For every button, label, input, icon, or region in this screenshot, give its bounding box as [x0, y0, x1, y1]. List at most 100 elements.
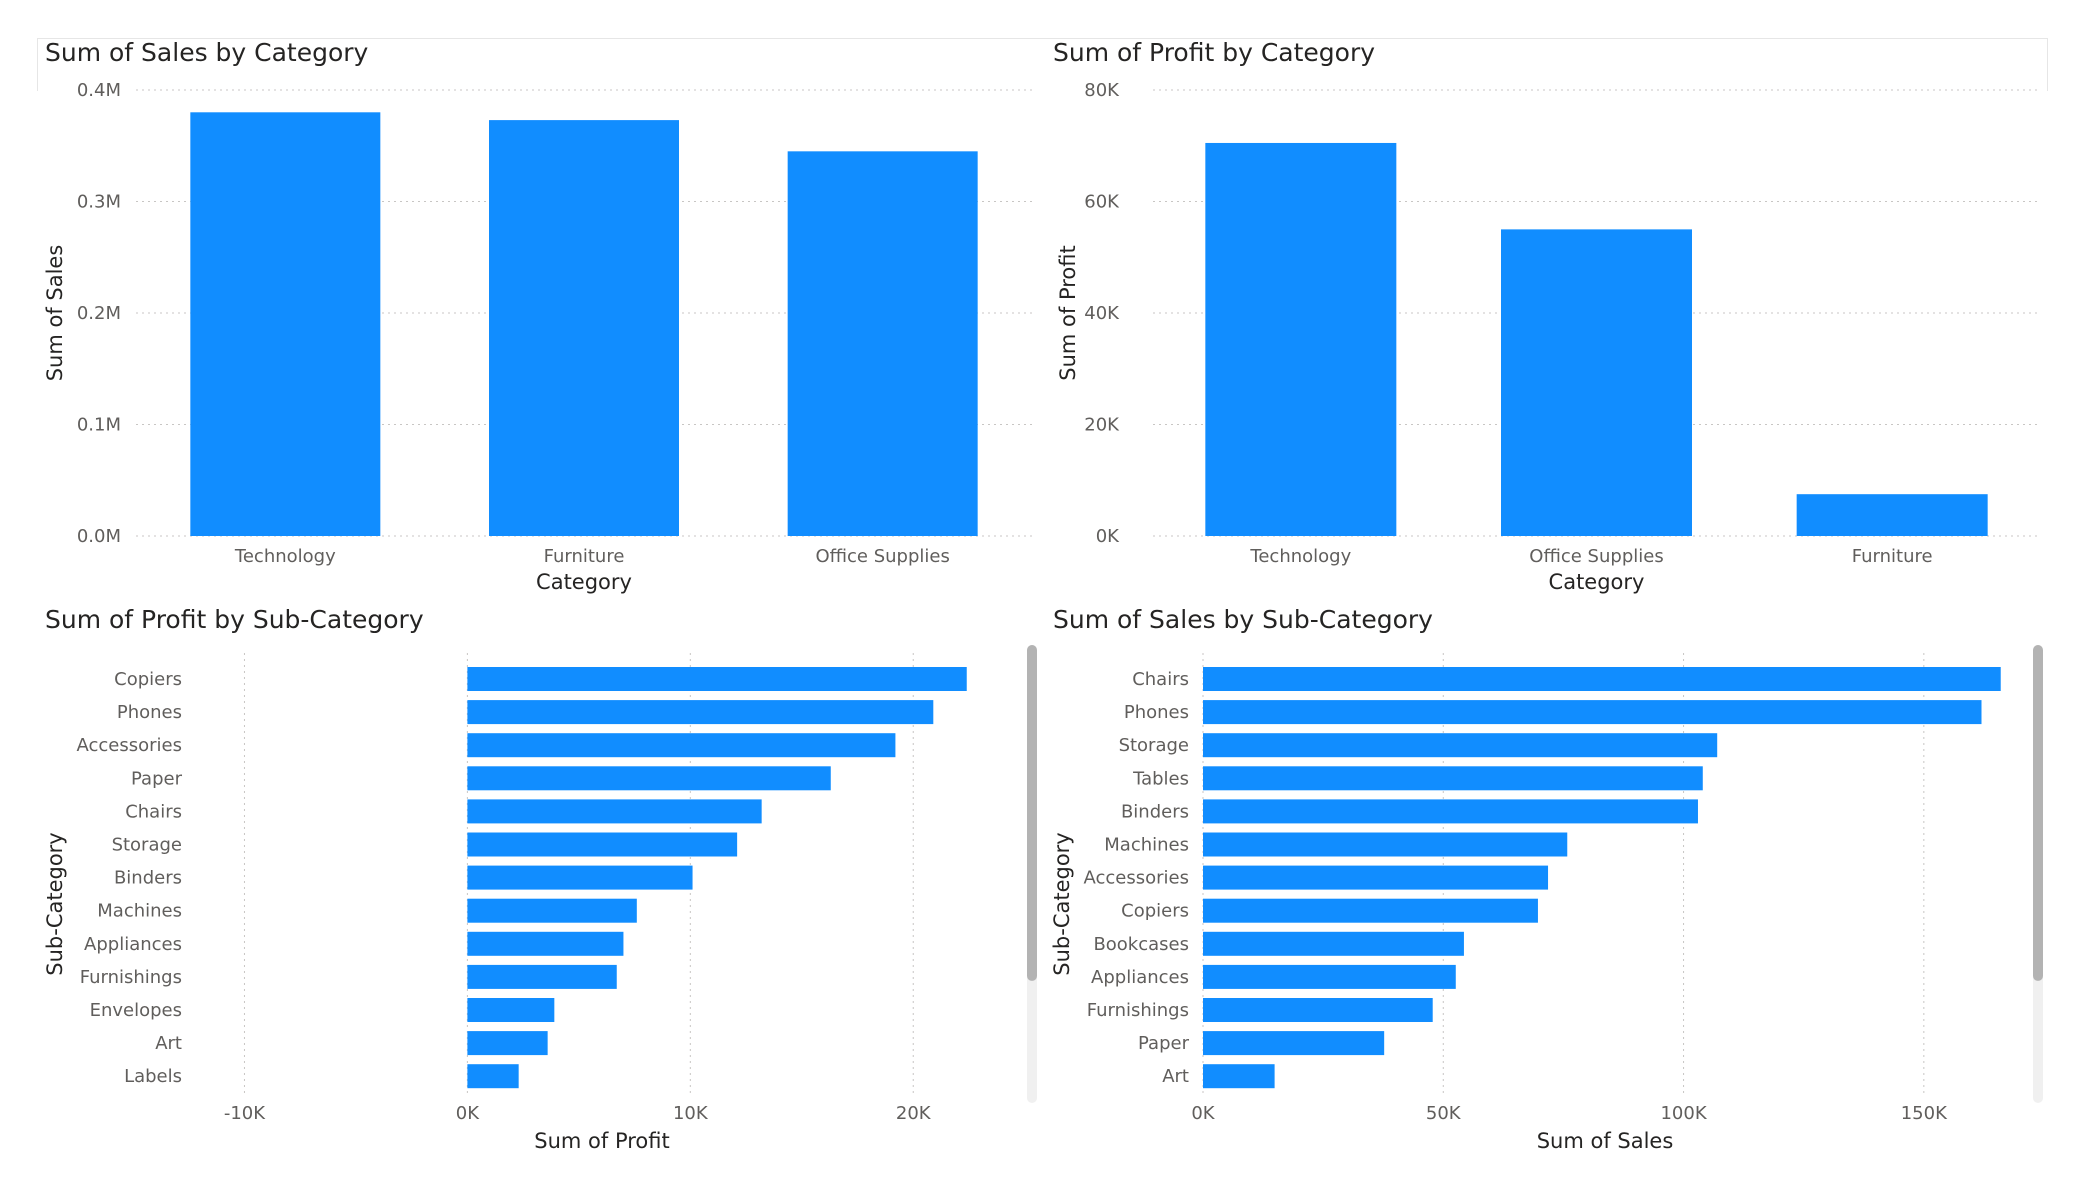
- bar[interactable]: [489, 120, 679, 536]
- category-label: Chairs: [1132, 669, 1189, 690]
- category-label: Binders: [1121, 801, 1189, 822]
- x-axis-title: Sum of Profit: [534, 1129, 669, 1153]
- y-tick-label: 0.0M: [77, 526, 121, 547]
- chart-title: Sum of Sales by Category: [45, 38, 369, 67]
- bar[interactable]: [467, 733, 896, 758]
- chart-title: Sum of Sales by Sub-Category: [1053, 605, 1433, 634]
- category-label: Binders: [114, 868, 182, 889]
- x-tick-label: Office Supplies: [1529, 546, 1663, 567]
- x-tick-label: 0K: [456, 1103, 480, 1124]
- bar[interactable]: [1205, 142, 1397, 536]
- category-label: Envelopes: [90, 1000, 182, 1021]
- bar[interactable]: [467, 998, 555, 1022]
- category-label: Machines: [97, 901, 182, 922]
- bar[interactable]: [467, 964, 617, 989]
- bar[interactable]: [1203, 766, 1703, 791]
- y-tick-label: 0K: [1096, 526, 1120, 547]
- y-tick-label: 0.3M: [77, 192, 121, 213]
- x-tick-label: Furniture: [1852, 546, 1933, 567]
- category-label: Accessories: [77, 735, 183, 756]
- y-tick-label: 40K: [1084, 303, 1120, 324]
- panel-border-top-right: [1050, 38, 2048, 39]
- bar[interactable]: [1203, 1064, 1275, 1089]
- profit-by-subcategory-plot: -10K 0K 10K 20K Copiers Phones Accessories Pape…: [43, 645, 1037, 1153]
- bar[interactable]: [787, 151, 978, 536]
- bar[interactable]: [1203, 931, 1464, 956]
- x-tick-label: Furniture: [544, 546, 625, 567]
- y-tick-label: 0.1M: [77, 415, 121, 436]
- bar[interactable]: [1203, 898, 1538, 923]
- bar[interactable]: [1203, 700, 1982, 725]
- category-label: Machines: [1104, 835, 1189, 856]
- y-axis-title: Sum of Profit: [1056, 245, 1080, 380]
- category-label: Appliances: [1091, 967, 1189, 988]
- bar[interactable]: [1203, 964, 1456, 989]
- x-tick-label: 150K: [1901, 1103, 1948, 1124]
- scrollbar-thumb[interactable]: [1027, 645, 1037, 981]
- sales-by-category-plot: 0.0M 0.1M 0.2M 0.3M 0.4M Technology Furniture O…: [43, 80, 1032, 594]
- bar[interactable]: [467, 799, 762, 824]
- profit-by-subcategory-chart[interactable]: Sum of Profit by Sub-Category -10K 0K 10K 2…: [37, 605, 1037, 1165]
- profit-by-category-chart[interactable]: Sum of Profit by Category 0K 20K 40K 60K 80K…: [1045, 38, 2048, 598]
- category-label: Art: [155, 1033, 182, 1054]
- category-label: Chairs: [125, 801, 182, 822]
- bar[interactable]: [467, 1064, 519, 1089]
- bar[interactable]: [1203, 799, 1698, 824]
- y-axis-title: Sum of Sales: [43, 245, 67, 382]
- bar[interactable]: [190, 112, 381, 537]
- category-label: Paper: [131, 768, 183, 789]
- x-axis-title: Category: [536, 570, 632, 594]
- x-tick-label: 10K: [673, 1103, 709, 1124]
- panel-border-right: [2047, 38, 2048, 91]
- bar[interactable]: [467, 931, 624, 956]
- bar[interactable]: [467, 898, 637, 923]
- y-tick-label: 0.2M: [77, 303, 121, 324]
- category-label: Art: [1162, 1066, 1189, 1087]
- bar[interactable]: [467, 1031, 548, 1056]
- chart-title: Sum of Profit by Category: [1053, 38, 1376, 67]
- y-axis-title: Sub-Category: [43, 832, 67, 975]
- sales-by-subcategory-plot: 0K 50K 100K 150K Chairs Phones Storage Tables Bi…: [1050, 645, 2043, 1153]
- bar[interactable]: [467, 667, 967, 691]
- sales-by-subcategory-chart[interactable]: Sum of Sales by Sub-Category 0K 50K 100K 15…: [1045, 605, 2048, 1165]
- bar[interactable]: [467, 865, 693, 890]
- bar[interactable]: [1203, 667, 2001, 691]
- y-tick-label: 80K: [1084, 80, 1120, 101]
- category-label: Furnishings: [80, 967, 182, 988]
- x-tick-label: Technology: [234, 546, 336, 567]
- category-label: Furnishings: [1087, 1000, 1189, 1021]
- category-label: Paper: [1138, 1033, 1190, 1054]
- y-tick-label: 60K: [1084, 192, 1120, 213]
- y-axis-title: Sub-Category: [1050, 832, 1074, 975]
- y-tick-label: 0.4M: [77, 80, 121, 101]
- panel-border-left: [37, 38, 38, 91]
- panel-border-top: [37, 38, 1050, 39]
- category-label: Copiers: [114, 669, 182, 690]
- bar[interactable]: [467, 766, 831, 791]
- x-axis-title: Sum of Sales: [1537, 1129, 1674, 1153]
- category-label: Tables: [1132, 768, 1189, 789]
- bar[interactable]: [1501, 229, 1692, 536]
- bar[interactable]: [1203, 865, 1549, 890]
- y-tick-label: 20K: [1084, 415, 1120, 436]
- bar[interactable]: [467, 832, 738, 857]
- bar[interactable]: [1203, 733, 1718, 758]
- category-label: Bookcases: [1093, 934, 1189, 955]
- chart-title: Sum of Profit by Sub-Category: [45, 605, 424, 634]
- category-label: Phones: [1124, 702, 1189, 723]
- category-label: Storage: [1119, 735, 1189, 756]
- category-label: Storage: [112, 835, 182, 856]
- category-label: Labels: [124, 1066, 182, 1087]
- sales-by-category-chart[interactable]: Sum of Sales by Category 0.0M 0.1M 0.2M 0.3…: [37, 38, 1037, 598]
- bar[interactable]: [1203, 998, 1433, 1022]
- x-tick-label: 20K: [896, 1103, 932, 1124]
- profit-by-category-plot: 0K 20K 40K 60K 80K Technology Office Supplies F…: [1056, 80, 2040, 594]
- bar[interactable]: [1203, 832, 1568, 857]
- x-tick-label: 50K: [1426, 1103, 1462, 1124]
- bar[interactable]: [467, 700, 934, 725]
- bar[interactable]: [1203, 1031, 1385, 1056]
- scrollbar-thumb[interactable]: [2033, 645, 2043, 981]
- bar[interactable]: [1796, 494, 1988, 536]
- category-label: Accessories: [1084, 868, 1190, 889]
